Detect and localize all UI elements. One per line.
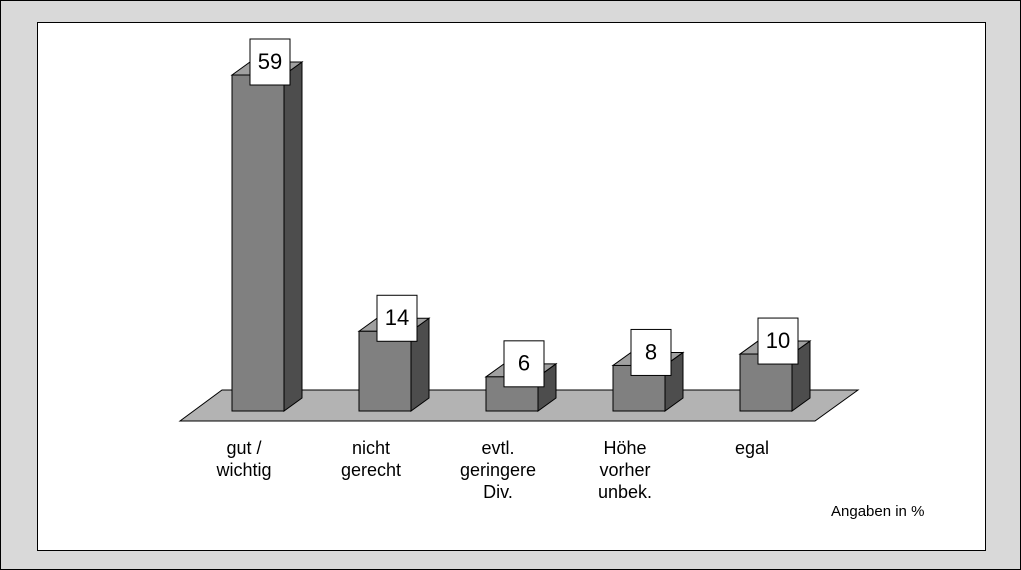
x-tick-label: unbek. (598, 482, 652, 502)
x-tick-label: Höhe (603, 438, 646, 458)
x-tick-label: gut / (226, 438, 261, 458)
x-tick-label: egal (735, 438, 769, 458)
value-label-box (757, 317, 799, 365)
bar-front (358, 330, 412, 412)
annotation: Angaben in % (831, 503, 924, 520)
value-label: 14 (385, 305, 409, 330)
value-label-box (630, 328, 672, 376)
value-label-box (376, 294, 418, 342)
x-tick-label: evtl. (481, 438, 514, 458)
value-label: 59 (258, 49, 282, 74)
value-label: 6 (518, 351, 530, 376)
x-tick-label: geringere (460, 460, 536, 480)
x-tick-label: gerecht (341, 460, 401, 480)
x-tick-label: nicht (352, 438, 390, 458)
x-tick-label: Div. (483, 482, 513, 502)
bar-side (283, 61, 303, 412)
value-label: 8 (645, 339, 657, 364)
value-label-box (249, 38, 291, 86)
bar-front (231, 74, 285, 412)
value-label-box (503, 340, 545, 388)
plot-panel (37, 22, 986, 551)
bar (230, 61, 304, 412)
x-tick-label: wichtig (215, 460, 271, 480)
value-label: 10 (766, 328, 790, 353)
x-tick-label: vorher (599, 460, 650, 480)
